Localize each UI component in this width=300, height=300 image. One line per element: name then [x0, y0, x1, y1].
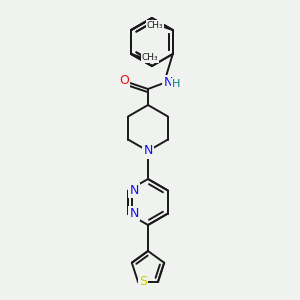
Text: CH₃: CH₃ [146, 20, 163, 29]
Text: N: N [143, 145, 153, 158]
Text: S: S [139, 275, 147, 288]
Text: H: H [172, 79, 180, 89]
Text: N: N [129, 207, 139, 220]
Text: N: N [163, 76, 173, 88]
Text: CH₃: CH₃ [142, 53, 158, 62]
Text: N: N [129, 184, 139, 197]
Text: O: O [119, 74, 129, 88]
